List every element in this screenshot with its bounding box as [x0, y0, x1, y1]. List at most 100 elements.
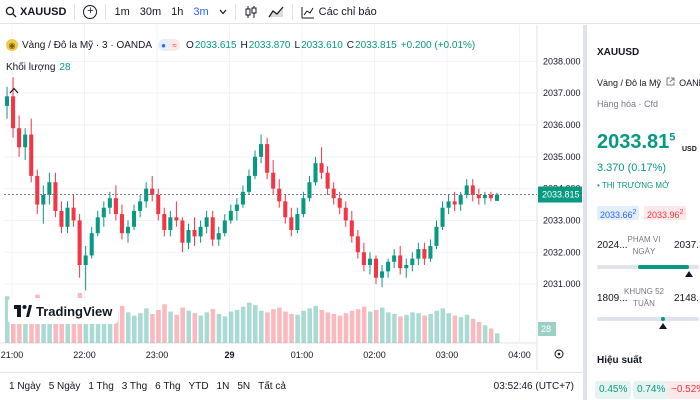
external-link-icon[interactable]: [666, 77, 675, 86]
volume-bar: [259, 310, 264, 343]
candle-body: [452, 201, 457, 205]
volume-bar: [11, 309, 16, 343]
performance-1w[interactable]: 0.45%: [595, 381, 632, 399]
time-tick-label: 29: [224, 350, 234, 360]
candle-body: [35, 175, 40, 205]
interval-30m[interactable]: 30m: [139, 5, 162, 18]
range-ytd-button[interactable]: YTD: [188, 381, 209, 392]
volume-bar: [434, 310, 440, 343]
volume-bar: [410, 312, 415, 343]
volume-bar: [89, 305, 95, 343]
range-1m-button[interactable]: 1 Thg: [88, 381, 114, 392]
top-toolbar: XAUUSD + 1m 30m 1h 3m Các chỉ báo: [0, 0, 700, 24]
settings-gear-icon[interactable]: [554, 349, 564, 359]
volume-bar: [373, 309, 379, 343]
chart-area[interactable]: 2038.0002037.0002036.0002035.0002034.000…: [0, 25, 582, 370]
gold-symbol-icon: ◉: [6, 39, 18, 51]
delay-status-icon: ≈: [169, 39, 181, 51]
high-label: H: [240, 39, 248, 51]
market-status-pill[interactable]: ● ≈: [158, 39, 181, 51]
candle-body: [180, 220, 185, 243]
volume-bar: [41, 310, 46, 343]
volume-bar: [113, 310, 119, 343]
interval-3m[interactable]: 3m: [193, 5, 209, 18]
time-tick-label: 23:00: [146, 350, 169, 360]
bid-price[interactable]: 2033.662: [597, 206, 640, 220]
current-price-label: 2033.815: [542, 190, 580, 200]
range-5d-button[interactable]: 5 Ngày: [48, 381, 81, 392]
candle-body: [349, 220, 354, 237]
open-value: 2033.615: [194, 39, 237, 51]
candle-body: [83, 255, 88, 265]
ask-price[interactable]: 2033.962: [644, 206, 687, 220]
range-1y-button[interactable]: 1N: [216, 381, 230, 392]
volume-bar: [349, 310, 355, 343]
candle-body: [313, 163, 318, 183]
volume-bar: [386, 312, 391, 343]
volume-bar: [5, 296, 10, 343]
open-label: O: [186, 39, 194, 51]
candle-body: [156, 195, 161, 215]
week52-label: KHUNG 52 TUẦN: [623, 287, 664, 308]
volume-bar: [17, 306, 22, 343]
range-all-button[interactable]: Tất cả: [258, 381, 286, 392]
candle-body: [301, 198, 306, 215]
candle-body: [458, 195, 463, 205]
candle-body: [240, 191, 245, 205]
day-range-fill: [638, 265, 689, 269]
interval-dropdown[interactable]: [214, 0, 232, 24]
settings-gear-center: [557, 352, 561, 356]
compare-button[interactable]: +: [78, 0, 102, 24]
volume-badge: [538, 322, 556, 336]
volume-bar: [65, 312, 71, 343]
range-5y-button[interactable]: 5N: [237, 381, 251, 392]
volume-bar: [440, 308, 446, 343]
candle-body: [253, 156, 258, 176]
interval-1h[interactable]: 1h: [171, 5, 184, 18]
range-1d-button[interactable]: 1 Ngày: [9, 381, 41, 392]
candle-body: [150, 188, 155, 195]
candle-body: [216, 233, 221, 240]
volume-bar: [216, 313, 222, 343]
current-price-badge: [538, 186, 582, 203]
candle-body: [361, 252, 366, 265]
time-tick-label: 02:00: [363, 350, 386, 360]
candle-body: [119, 214, 124, 234]
volume-bar: [464, 314, 470, 343]
area-style-button[interactable]: [263, 0, 289, 24]
collapse-legend-button[interactable]: [8, 84, 20, 96]
candle-body: [174, 217, 179, 221]
volume-bar: [168, 311, 173, 343]
bid-fraction: 2: [632, 209, 637, 216]
low-value: 2033.610: [301, 39, 343, 51]
interval-1m[interactable]: 1m: [114, 5, 130, 18]
clock-display[interactable]: 03:52:46 (UTC+7): [493, 381, 574, 392]
time-tick-label: 21:00: [1, 350, 24, 360]
symbol-search-button[interactable]: XAUUSD: [0, 0, 71, 24]
range-3m-button[interactable]: 3 Thg: [121, 381, 148, 392]
week52-marker-icon: [659, 323, 668, 329]
volume-bar: [174, 314, 179, 343]
candle-body: [125, 226, 131, 234]
tradingview-logo[interactable]: TradingView: [8, 298, 119, 324]
range-6m-button[interactable]: 6 Thg: [155, 381, 181, 392]
chevron-up-icon: [9, 87, 19, 93]
candle-body: [367, 258, 372, 265]
panel-symbol[interactable]: XAUUSD: [597, 47, 640, 58]
price-tick-label: 2031.000: [543, 279, 581, 289]
volume-bar: [404, 314, 409, 343]
indicators-button[interactable]: Các chỉ báo: [296, 0, 382, 24]
candle-body: [168, 217, 173, 230]
symbol-details-panel: XAUUSD Vàng / Đô la Mỹ OANDA Hàng hóa · …: [583, 25, 700, 400]
performance-1m[interactable]: 0.74%: [633, 381, 670, 399]
volume-bar: [234, 309, 240, 343]
candle-body: [470, 185, 475, 195]
market-status: • THỊ TRƯỜNG MỞ: [597, 181, 669, 190]
performance-3m[interactable]: −0.52%: [667, 381, 700, 399]
last-price-fraction: 5: [669, 131, 676, 144]
volume-bar: [283, 311, 288, 343]
volume-badge-label: 28: [541, 324, 551, 334]
price-tick-label: 2033.000: [543, 215, 581, 225]
bar-style-button[interactable]: [239, 0, 263, 24]
price-chart[interactable]: 2038.0002037.0002036.0002035.0002034.000…: [0, 25, 582, 370]
